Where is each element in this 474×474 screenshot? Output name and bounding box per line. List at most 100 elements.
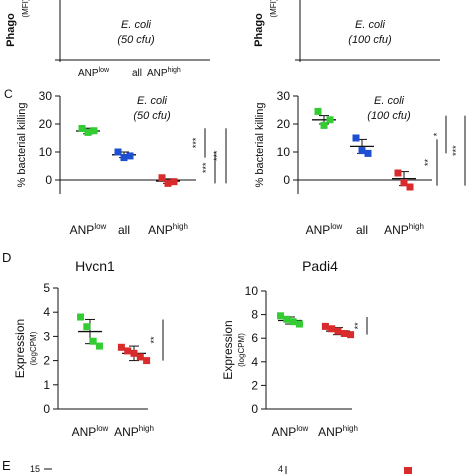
- data-point: [295, 320, 303, 328]
- x-category-sup: low: [94, 222, 106, 231]
- top-panel-left: Phago (MFI) E. coli (50 cfu) ANPlow all …: [5, 0, 210, 79]
- significance-label: ***: [212, 150, 222, 161]
- data-point: [143, 357, 151, 365]
- top-panel-right: Phago (MFI) E. coli (100 cfu): [253, 0, 440, 62]
- x-category-sup: high: [343, 424, 358, 433]
- data-point: [358, 147, 366, 155]
- y-tick-label: 10: [277, 145, 291, 159]
- chart-title: Hvcn1: [75, 258, 115, 274]
- x-category-base: ANP: [70, 223, 95, 237]
- y-tick-label: 6: [251, 331, 258, 345]
- x-category-label: ANPhigh: [148, 222, 188, 237]
- data-point: [277, 312, 285, 320]
- x-category-label: ANPhigh: [318, 424, 358, 439]
- y-tick-label: 30: [39, 89, 53, 103]
- significance-label: ***: [451, 145, 461, 156]
- y-tick-label: 2: [43, 354, 50, 368]
- bottom-right-tick: 4: [278, 464, 283, 474]
- data-point: [130, 349, 138, 357]
- data-point: [334, 327, 342, 335]
- significance-label: **: [149, 336, 159, 344]
- data-point: [77, 313, 85, 321]
- x-category-label: ANPlow: [70, 222, 107, 237]
- y-tick-label: 0: [251, 402, 258, 416]
- top-left-annot-2: (50 cfu): [117, 34, 155, 46]
- data-point: [126, 152, 134, 160]
- top-left-xlabel-0: ANPlow: [78, 67, 110, 79]
- data-point: [320, 121, 328, 129]
- y-axis-unit: (logCPM): [237, 333, 246, 367]
- y-tick-label: 4: [251, 355, 258, 369]
- chart-c-right: 0 10 20 30 % bacterial killing E. coli (100 cf…: [254, 89, 466, 237]
- x-category-label: all: [356, 223, 368, 237]
- data-point: [321, 322, 329, 330]
- x-category-base: ANP: [72, 425, 97, 439]
- x-category-base: ANP: [148, 223, 173, 237]
- x-category-sup: low: [96, 424, 108, 433]
- y-tick-label: 10: [245, 284, 259, 298]
- data-point: [340, 329, 348, 337]
- annotation-line-1: E. coli: [374, 95, 405, 107]
- chart-c-left: 0 10 20 30 % bacterial killing E. coli (50 cfu…: [16, 89, 227, 237]
- data-point: [136, 353, 144, 361]
- bottom-left-tick: 15: [30, 464, 40, 474]
- data-point: [90, 127, 98, 135]
- y-tick-label: 0: [43, 402, 50, 416]
- x-category-sup: high: [139, 424, 154, 433]
- y-tick-label: 4: [43, 305, 50, 319]
- data-point: [124, 347, 132, 355]
- panel-label-e: E: [2, 458, 11, 473]
- data-point: [84, 128, 92, 136]
- data-point: [394, 169, 402, 177]
- data-point: [364, 149, 372, 157]
- data-point: [78, 124, 86, 132]
- y-tick-label: 0: [45, 173, 52, 187]
- significance-label: *: [432, 132, 442, 136]
- top-left-ylabel-main: Phago: [5, 13, 17, 47]
- y-tick-label: 20: [277, 117, 291, 131]
- data-point: [283, 315, 291, 323]
- y-tick-label: 20: [39, 117, 53, 131]
- data-point: [326, 116, 334, 124]
- data-point: [114, 148, 122, 156]
- y-tick-label: 8: [251, 308, 258, 322]
- x-category-label: ANPlow: [272, 424, 309, 439]
- data-point: [120, 154, 128, 162]
- panel-label-d: D: [2, 250, 11, 265]
- x-category-base: all: [118, 223, 130, 237]
- y-axis-label: Expression: [221, 320, 235, 379]
- data-point: [328, 325, 336, 333]
- data-point: [289, 318, 297, 326]
- panel-label-c: C: [4, 87, 13, 101]
- top-right-annot-1: E. coli: [355, 19, 386, 31]
- annotation-line-2: (100 cfu): [367, 110, 411, 122]
- x-category-label: ANPlow: [306, 222, 343, 237]
- y-tick-label: 3: [43, 329, 50, 343]
- data-point: [406, 183, 414, 191]
- y-axis-label: % bacterial killing: [254, 103, 266, 188]
- bottom-fragment: 15 4: [30, 464, 412, 474]
- data-point: [83, 323, 91, 331]
- x-category-base: all: [356, 223, 368, 237]
- data-point: [170, 178, 178, 186]
- x-category-base: ANP: [318, 425, 343, 439]
- x-category-label: ANPhigh: [384, 222, 424, 237]
- annotation-line-1: E. coli: [137, 95, 168, 107]
- y-axis-label: % bacterial killing: [16, 103, 28, 188]
- x-category-label: ANPlow: [72, 424, 109, 439]
- y-tick-label: 2: [251, 378, 258, 392]
- x-category-base: ANP: [272, 425, 297, 439]
- y-tick-label: 30: [277, 89, 291, 103]
- data-point: [347, 331, 355, 339]
- data-point: [400, 179, 408, 187]
- significance-label: **: [423, 159, 433, 167]
- y-tick-label: 5: [43, 281, 50, 295]
- significance-label: ***: [201, 162, 211, 173]
- significance-label: ***: [191, 137, 201, 148]
- y-tick-label: 1: [43, 378, 50, 392]
- x-category-base: ANP: [306, 223, 331, 237]
- top-left-annot-1: E. coli: [121, 19, 152, 31]
